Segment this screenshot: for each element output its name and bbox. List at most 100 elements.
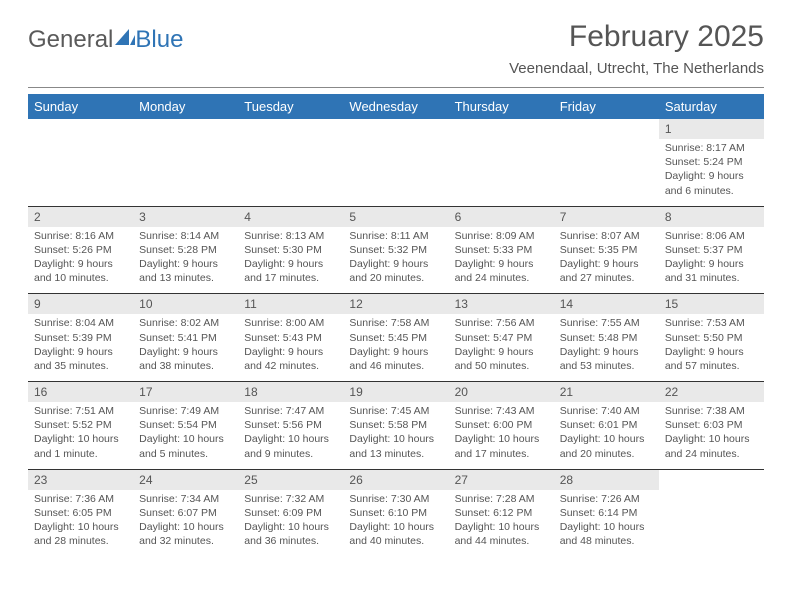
day-body [449, 139, 554, 197]
day-number [133, 119, 238, 139]
daylight-text: Daylight: 9 hours and 50 minutes. [455, 345, 548, 373]
day-body: Sunrise: 7:45 AMSunset: 5:58 PMDaylight:… [343, 402, 448, 469]
sunrise-text: Sunrise: 7:26 AM [560, 492, 653, 506]
day-number: 17 [133, 382, 238, 402]
daylight-text: Daylight: 9 hours and 10 minutes. [34, 257, 127, 285]
sunset-text: Sunset: 5:33 PM [455, 243, 548, 257]
day-number: 19 [343, 382, 448, 402]
header: General Blue February 2025 Veenendaal, U… [28, 20, 764, 77]
day-body: Sunrise: 8:14 AMSunset: 5:28 PMDaylight:… [133, 227, 238, 294]
day-body: Sunrise: 7:28 AMSunset: 6:12 PMDaylight:… [449, 490, 554, 557]
sunset-text: Sunset: 5:52 PM [34, 418, 127, 432]
day-number: 4 [238, 207, 343, 227]
daylight-text: Daylight: 10 hours and 5 minutes. [139, 432, 232, 460]
calendar-day-cell: 16Sunrise: 7:51 AMSunset: 5:52 PMDayligh… [28, 382, 133, 470]
day-body: Sunrise: 8:06 AMSunset: 5:37 PMDaylight:… [659, 227, 764, 294]
calendar-day-cell: 18Sunrise: 7:47 AMSunset: 5:56 PMDayligh… [238, 382, 343, 470]
title-block: February 2025 Veenendaal, Utrecht, The N… [509, 20, 764, 77]
day-number: 16 [28, 382, 133, 402]
calendar-week-row: 23Sunrise: 7:36 AMSunset: 6:05 PMDayligh… [28, 469, 764, 556]
day-number: 1 [659, 119, 764, 139]
day-body [28, 139, 133, 197]
sunrise-text: Sunrise: 8:09 AM [455, 229, 548, 243]
day-body: Sunrise: 7:40 AMSunset: 6:01 PMDaylight:… [554, 402, 659, 469]
sunset-text: Sunset: 5:54 PM [139, 418, 232, 432]
sunset-text: Sunset: 5:30 PM [244, 243, 337, 257]
daylight-text: Daylight: 9 hours and 6 minutes. [665, 169, 758, 197]
day-body [659, 490, 764, 548]
sunrise-text: Sunrise: 7:30 AM [349, 492, 442, 506]
sunset-text: Sunset: 6:14 PM [560, 506, 653, 520]
day-body: Sunrise: 7:32 AMSunset: 6:09 PMDaylight:… [238, 490, 343, 557]
day-body [133, 139, 238, 197]
weekday-header-row: Sunday Monday Tuesday Wednesday Thursday… [28, 94, 764, 119]
day-body: Sunrise: 8:13 AMSunset: 5:30 PMDaylight:… [238, 227, 343, 294]
sunrise-text: Sunrise: 7:28 AM [455, 492, 548, 506]
sunrise-text: Sunrise: 8:17 AM [665, 141, 758, 155]
day-number: 18 [238, 382, 343, 402]
weekday-header: Friday [554, 94, 659, 119]
daylight-text: Daylight: 9 hours and 53 minutes. [560, 345, 653, 373]
sunrise-text: Sunrise: 8:06 AM [665, 229, 758, 243]
calendar-day-cell: 7Sunrise: 8:07 AMSunset: 5:35 PMDaylight… [554, 206, 659, 294]
calendar-day-cell: 27Sunrise: 7:28 AMSunset: 6:12 PMDayligh… [449, 469, 554, 556]
day-number [238, 119, 343, 139]
day-body: Sunrise: 7:56 AMSunset: 5:47 PMDaylight:… [449, 314, 554, 381]
weekday-header: Saturday [659, 94, 764, 119]
sunrise-text: Sunrise: 8:16 AM [34, 229, 127, 243]
daylight-text: Daylight: 10 hours and 28 minutes. [34, 520, 127, 548]
calendar-day-cell [659, 469, 764, 556]
day-body: Sunrise: 7:53 AMSunset: 5:50 PMDaylight:… [659, 314, 764, 381]
sunrise-text: Sunrise: 8:00 AM [244, 316, 337, 330]
calendar-week-row: 1Sunrise: 8:17 AMSunset: 5:24 PMDaylight… [28, 119, 764, 206]
calendar-week-row: 2Sunrise: 8:16 AMSunset: 5:26 PMDaylight… [28, 206, 764, 294]
day-number: 26 [343, 470, 448, 490]
sunrise-text: Sunrise: 8:13 AM [244, 229, 337, 243]
sunset-text: Sunset: 5:58 PM [349, 418, 442, 432]
sail-icon [115, 26, 135, 54]
sunset-text: Sunset: 6:05 PM [34, 506, 127, 520]
calendar-day-cell [133, 119, 238, 206]
logo-text-gray: General [28, 26, 113, 54]
day-number [449, 119, 554, 139]
sunset-text: Sunset: 5:26 PM [34, 243, 127, 257]
day-number: 15 [659, 294, 764, 314]
calendar-day-cell: 10Sunrise: 8:02 AMSunset: 5:41 PMDayligh… [133, 294, 238, 382]
sunrise-text: Sunrise: 7:34 AM [139, 492, 232, 506]
calendar-table: Sunday Monday Tuesday Wednesday Thursday… [28, 94, 764, 556]
sunset-text: Sunset: 5:39 PM [34, 331, 127, 345]
day-number: 9 [28, 294, 133, 314]
sunset-text: Sunset: 5:41 PM [139, 331, 232, 345]
day-number: 13 [449, 294, 554, 314]
calendar-day-cell: 25Sunrise: 7:32 AMSunset: 6:09 PMDayligh… [238, 469, 343, 556]
sunrise-text: Sunrise: 7:38 AM [665, 404, 758, 418]
calendar-day-cell: 17Sunrise: 7:49 AMSunset: 5:54 PMDayligh… [133, 382, 238, 470]
day-body: Sunrise: 7:26 AMSunset: 6:14 PMDaylight:… [554, 490, 659, 557]
calendar-day-cell [343, 119, 448, 206]
day-body [554, 139, 659, 197]
calendar-day-cell: 20Sunrise: 7:43 AMSunset: 6:00 PMDayligh… [449, 382, 554, 470]
sunrise-text: Sunrise: 7:47 AM [244, 404, 337, 418]
day-number: 25 [238, 470, 343, 490]
day-body: Sunrise: 7:36 AMSunset: 6:05 PMDaylight:… [28, 490, 133, 557]
day-body: Sunrise: 7:30 AMSunset: 6:10 PMDaylight:… [343, 490, 448, 557]
calendar-day-cell: 1Sunrise: 8:17 AMSunset: 5:24 PMDaylight… [659, 119, 764, 206]
daylight-text: Daylight: 9 hours and 13 minutes. [139, 257, 232, 285]
sunset-text: Sunset: 5:47 PM [455, 331, 548, 345]
calendar-day-cell: 24Sunrise: 7:34 AMSunset: 6:07 PMDayligh… [133, 469, 238, 556]
day-number: 10 [133, 294, 238, 314]
day-number: 21 [554, 382, 659, 402]
daylight-text: Daylight: 10 hours and 9 minutes. [244, 432, 337, 460]
calendar-day-cell: 9Sunrise: 8:04 AMSunset: 5:39 PMDaylight… [28, 294, 133, 382]
sunrise-text: Sunrise: 8:02 AM [139, 316, 232, 330]
day-number: 11 [238, 294, 343, 314]
calendar-day-cell [449, 119, 554, 206]
day-number: 6 [449, 207, 554, 227]
day-body: Sunrise: 8:09 AMSunset: 5:33 PMDaylight:… [449, 227, 554, 294]
sunset-text: Sunset: 5:48 PM [560, 331, 653, 345]
daylight-text: Daylight: 9 hours and 31 minutes. [665, 257, 758, 285]
sunset-text: Sunset: 5:32 PM [349, 243, 442, 257]
sunset-text: Sunset: 6:01 PM [560, 418, 653, 432]
sunrise-text: Sunrise: 8:07 AM [560, 229, 653, 243]
sunrise-text: Sunrise: 7:45 AM [349, 404, 442, 418]
